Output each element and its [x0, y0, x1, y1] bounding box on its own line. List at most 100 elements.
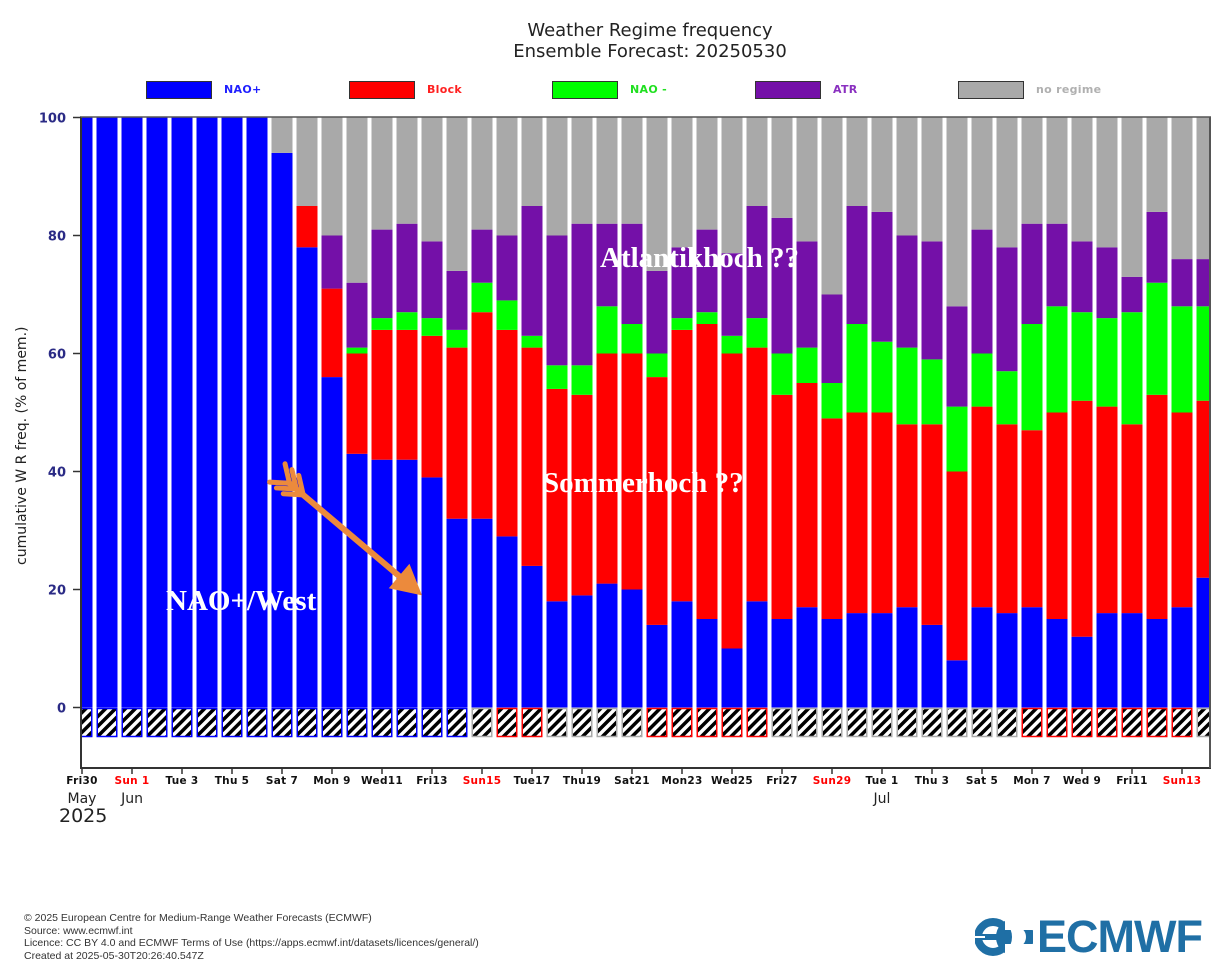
- x-month-label: Jun: [120, 791, 143, 807]
- strip-cell-jun19: [572, 709, 592, 737]
- bar-segment-nao-jun16: [497, 536, 518, 707]
- bar-segment-atr-jun27: [772, 218, 793, 354]
- strip-cell-jul14: [1197, 709, 1217, 737]
- strip-cell-jun23: [672, 709, 692, 737]
- bar-segment-block-jun11: [372, 330, 393, 460]
- bar-segment-nao-jul7: [1022, 607, 1043, 707]
- strip-cell-jul13: [1172, 709, 1192, 737]
- bar-segment-nao-jul4: [947, 660, 968, 707]
- bar-segment-nao-jul13: [1172, 607, 1193, 707]
- bar-segment-block-jun13: [422, 336, 443, 478]
- bar-segment-nao-jun3: [172, 118, 193, 708]
- bar-segment-nao-jun2: [147, 118, 168, 708]
- bar-segment-atr-jun11: [372, 230, 393, 319]
- strip-cell-jun27: [772, 709, 792, 737]
- bar-segment-atr-jun10: [347, 283, 368, 348]
- strip-cell-jun29: [822, 709, 842, 737]
- bar-segment-nao-jun15: [472, 283, 493, 313]
- bar-segment-atr-jun12: [397, 224, 418, 313]
- bar-segment-atr-jul6: [997, 247, 1018, 371]
- bar-segment-nao-jun11: [372, 318, 393, 330]
- bar-segment-nao-jun1: [122, 118, 143, 708]
- bar-segment-nao-jun20: [597, 584, 618, 708]
- bar-segment-no-regime-jun20: [597, 118, 618, 224]
- bar-segment-nao-jun19: [572, 595, 593, 707]
- y-tick-label: 80: [48, 230, 66, 245]
- strip-cell-jun20: [597, 709, 617, 737]
- bar-segment-nao-jul9: [1072, 637, 1093, 708]
- bar-segment-block-jun10: [347, 354, 368, 454]
- bar-segment-nao-jun23: [672, 601, 693, 707]
- strip-cell-jul9: [1072, 709, 1092, 737]
- strip-cell-jul5: [972, 709, 992, 737]
- strip-cell-jun12: [397, 709, 417, 737]
- ecmwf-logo-icon: [975, 917, 1033, 957]
- bar-segment-atr-jun15: [472, 230, 493, 283]
- annotation-sommerhoch: Sommerhoch ??: [543, 467, 744, 500]
- bar-segment-block-jul8: [1047, 413, 1068, 620]
- bar-segment-atr-jun28: [797, 241, 818, 347]
- strip-cell-jun21: [622, 709, 642, 737]
- bar-segment-no-regime-jul5: [972, 118, 993, 230]
- bar-segment-block-jul10: [1097, 407, 1118, 613]
- strip-cell-jun24: [697, 709, 717, 737]
- strip-cell-jun16: [497, 709, 517, 737]
- x-tick-label: Thu 5: [215, 775, 250, 787]
- bar-segment-nao-jun27: [772, 354, 793, 395]
- x-tick-label: Sun29: [813, 775, 852, 787]
- bar-segment-block-jun12: [397, 330, 418, 460]
- strip-cell-jun9: [322, 709, 342, 737]
- bar-segment-nao-jun19: [572, 365, 593, 395]
- y-tick-label: 20: [48, 584, 66, 599]
- bar-segment-no-regime-jun27: [772, 118, 793, 218]
- strip-cell-jul6: [997, 709, 1017, 737]
- bar-segment-nao-jun13: [422, 318, 443, 336]
- bar-segment-nao-jun26: [747, 318, 768, 348]
- bar-segment-block-jul11: [1122, 424, 1143, 613]
- bar-segment-block-jun27: [772, 395, 793, 619]
- x-tick-label: Sun 1: [115, 775, 150, 787]
- x-tick-label: Fri11: [1116, 775, 1147, 787]
- bar-segment-nao-jun28: [797, 348, 818, 383]
- strip-cell-jun14: [447, 709, 467, 737]
- strip-cell-jul1: [872, 709, 892, 737]
- bar-segment-block-jul12: [1147, 395, 1168, 619]
- bar-segment-nao-jul1: [872, 613, 893, 707]
- bar-segment-block-jun8: [297, 206, 318, 247]
- bar-segment-atr-jun30: [847, 206, 868, 324]
- strip-cell-jun7: [272, 709, 292, 737]
- bar-segment-no-regime-jul11: [1122, 118, 1143, 277]
- bar-segment-no-regime-jul14: [1197, 118, 1218, 260]
- strip-cell-jun18: [547, 709, 567, 737]
- bar-segment-nao-jun10: [347, 454, 368, 708]
- bar-segment-no-regime-jun14: [447, 118, 468, 271]
- bar-segment-atr-jun19: [572, 224, 593, 366]
- bar-segment-nao-jun22: [647, 625, 668, 708]
- bar-segment-nao-jun30: [847, 324, 868, 413]
- bar-segment-no-regime-jun26: [747, 118, 768, 207]
- x-tick-label: Mon23: [661, 775, 702, 787]
- bar-segment-nao-jun14: [447, 519, 468, 708]
- bar-segment-nao-jul14: [1197, 578, 1218, 708]
- bar-segment-nao-jun21: [622, 590, 643, 708]
- bar-segment-nao-may31: [97, 118, 118, 708]
- y-tick-label: 100: [39, 112, 66, 127]
- bar-segment-block-jun30: [847, 413, 868, 614]
- bar-segment-nao-jul11: [1122, 312, 1143, 424]
- strip-cell-jul10: [1097, 709, 1117, 737]
- footer-source: Source: www.ecmwf.int: [24, 925, 479, 938]
- bar-segment-block-jun26: [747, 348, 768, 602]
- bar-segment-nao-jun22: [647, 354, 668, 378]
- bar-segment-atr-jul9: [1072, 241, 1093, 312]
- bar-segment-nao-jun24: [697, 312, 718, 324]
- x-year-label: 2025: [59, 805, 107, 827]
- bar-segment-nao-jun27: [772, 619, 793, 708]
- bar-segment-no-regime-jul7: [1022, 118, 1043, 224]
- strip-cell-jun25: [722, 709, 742, 737]
- bar-segment-atr-jul1: [872, 212, 893, 342]
- strip-cell-jun26: [747, 709, 767, 737]
- bar-segment-nao-jun17: [522, 566, 543, 708]
- bar-segment-nao-jul13: [1172, 306, 1193, 412]
- bar-segment-block-jun17: [522, 348, 543, 566]
- bar-segment-no-regime-jun30: [847, 118, 868, 207]
